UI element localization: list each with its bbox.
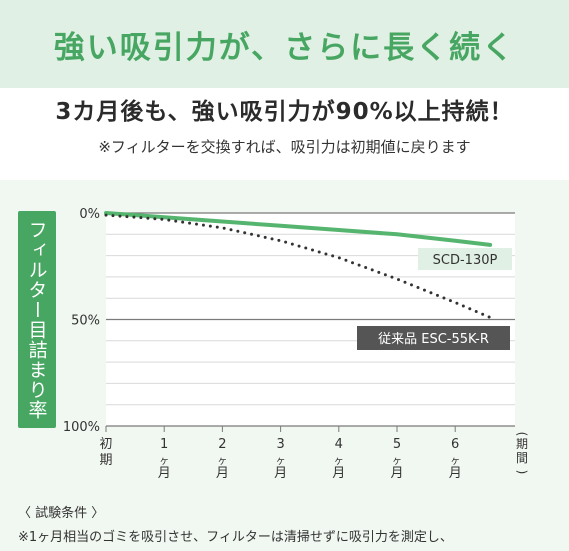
series-label-esc-55k-r: 従来品 ESC-55K-R bbox=[378, 332, 489, 347]
x-axis-title: ) bbox=[515, 470, 529, 475]
x-axis-title: ( bbox=[515, 432, 529, 437]
headline: 3カ月後も、強い吸引力が90%以上持続！ bbox=[55, 99, 514, 125]
y-tick-label: 50% bbox=[71, 314, 100, 329]
y-axis-label: フィルター目詰まり率 bbox=[25, 219, 48, 420]
x-tick-label: 月 bbox=[390, 466, 403, 481]
x-axis-title: 間 bbox=[516, 451, 528, 465]
x-tick-label: 6 bbox=[451, 437, 459, 452]
series-label-scd-130p: SCD-130P bbox=[433, 253, 498, 268]
x-tick-label: 4 bbox=[335, 437, 343, 452]
x-tick-label: ヶ bbox=[450, 456, 460, 467]
x-tick-label: 月 bbox=[158, 466, 171, 481]
x-tick-label: 2 bbox=[218, 437, 226, 452]
x-tick-label: 初 bbox=[99, 437, 112, 452]
subnote: ※フィルターを交換すれば、吸引力は初期値に戻ります bbox=[98, 138, 471, 156]
x-axis-title: 期 bbox=[516, 437, 528, 451]
x-tick-label: 月 bbox=[449, 466, 462, 481]
x-tick-label: ヶ bbox=[334, 456, 344, 467]
series-label-scd-130p-bg bbox=[418, 248, 512, 270]
series-line-scd-130p bbox=[104, 211, 493, 247]
y-tick-label: 0% bbox=[79, 207, 100, 222]
x-tick-label: 月 bbox=[332, 466, 345, 481]
x-tick-label: ヶ bbox=[217, 456, 227, 467]
x-tick-label: ヶ bbox=[159, 456, 169, 467]
y-tick-label: 100% bbox=[63, 420, 100, 435]
y-axis-label-box: フィルター目詰まり率 bbox=[18, 211, 56, 428]
x-tick-label: 月 bbox=[274, 466, 287, 481]
x-tick-label: ヶ bbox=[392, 456, 402, 467]
x-tick-label: 5 bbox=[393, 437, 401, 452]
banner-title: 強い吸引力が、さらに長く続く bbox=[53, 29, 516, 66]
series-label-esc-55k-r-bg bbox=[357, 326, 510, 350]
x-tick-label: 3 bbox=[276, 437, 284, 452]
x-tick-label: 月 bbox=[216, 466, 229, 481]
test-conditions-title: 〈 試験条件 〉 bbox=[18, 506, 105, 521]
header-banner: 強い吸引力が、さらに長く続く bbox=[0, 0, 569, 88]
x-tick-label: 期 bbox=[99, 453, 112, 468]
x-tick-label: ヶ bbox=[276, 456, 286, 467]
test-conditions-text: ※1ヶ月相当のゴミを吸引させ、フィルターは清掃せずに吸引力を測定し、 bbox=[18, 530, 453, 545]
x-tick-label: 1 bbox=[160, 437, 168, 452]
